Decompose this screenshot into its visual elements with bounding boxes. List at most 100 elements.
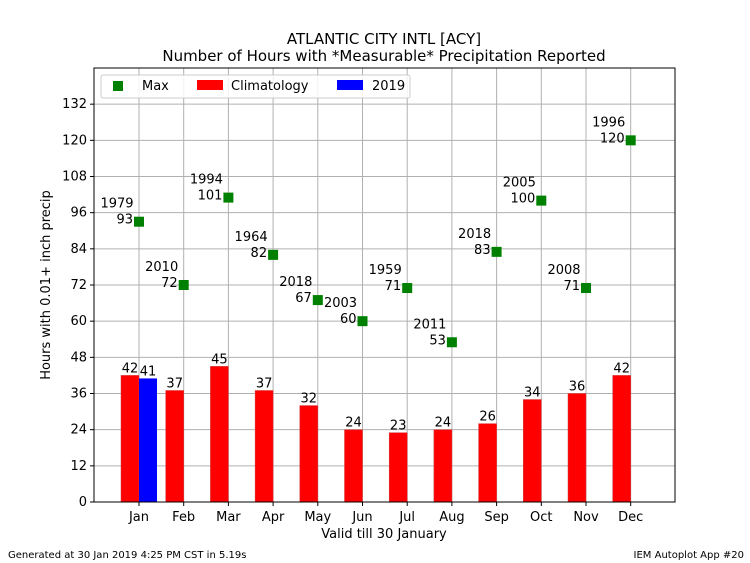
bar-label-climatology: 36 (569, 380, 586, 395)
y-tick-label: 120 (62, 133, 87, 148)
chart-title: ATLANTIC CITY INTL [ACY] (287, 30, 481, 48)
max-point (536, 195, 547, 206)
bar-label-climatology: 24 (345, 416, 362, 431)
max-year-label: 1979 (100, 197, 133, 212)
bar-label-climatology: 24 (435, 416, 452, 431)
max-year-label: 2018 (458, 227, 491, 242)
max-value-label: 93 (116, 213, 133, 228)
bar-climatology (299, 405, 319, 503)
max-value-label: 101 (198, 189, 223, 204)
max-value-label: 60 (340, 312, 357, 327)
max-point (446, 337, 457, 348)
chart-subtitle: Number of Hours with *Measurable* Precip… (162, 47, 605, 65)
legend-label-2019: 2019 (372, 79, 405, 94)
max-point (223, 192, 234, 203)
bar-label-climatology: 23 (390, 419, 407, 434)
legend-label-climatology: Climatology (231, 79, 309, 94)
bar-label-climatology: 37 (256, 376, 273, 391)
max-value-label: 100 (510, 192, 535, 207)
max-value-label: 71 (385, 279, 402, 294)
max-point (402, 283, 413, 294)
bar-climatology (254, 390, 274, 503)
x-tick-label: Nov (573, 510, 599, 525)
bar-climatology (210, 366, 229, 503)
x-tick-label: Oct (530, 510, 552, 525)
max-value-label: 71 (563, 279, 580, 294)
y-tick-label: 0 (79, 495, 87, 510)
footer-app: IEM Autoplot App #20 (634, 550, 744, 561)
max-value-label: 67 (295, 291, 312, 306)
bar-climatology (344, 429, 363, 503)
bar-label-climatology: 34 (524, 386, 541, 401)
x-tick-label: Apr (262, 510, 285, 525)
max-point (357, 316, 368, 327)
y-axis: 0 12 24 36 48 60 72 84 96 108 120 132 (62, 97, 94, 510)
x-tick-label: Jan (128, 510, 149, 525)
y-tick-label: 96 (70, 206, 87, 221)
bar-climatology (433, 429, 453, 503)
max-value-label: 72 (161, 276, 178, 291)
footer-generated: Generated at 30 Jan 2019 4:25 PM CST in … (8, 550, 246, 561)
x-axis: Jan Feb Mar Apr May Jun Jul Aug Sep Oct Nov Dec (128, 502, 643, 525)
legend-swatch-max (113, 81, 123, 91)
x-tick-label: Sep (484, 510, 509, 525)
y-tick-label: 60 (70, 314, 87, 329)
bar-label-climatology: 42 (122, 361, 139, 376)
max-point (625, 135, 636, 146)
bar-label-climatology: 45 (211, 352, 228, 367)
y-tick-label: 12 (70, 459, 87, 474)
max-year-label: 1996 (592, 115, 625, 130)
legend-swatch-2019 (337, 80, 363, 90)
max-year-label: 2010 (145, 260, 178, 275)
bar-2019 (139, 378, 157, 502)
legend-label-max: Max (142, 79, 169, 94)
y-axis-label: Hours with 0.01+ inch precip (39, 190, 54, 380)
y-tick-label: 48 (70, 350, 87, 365)
max-points (134, 135, 636, 348)
max-point (134, 216, 144, 227)
max-point (178, 280, 189, 290)
x-tick-label: Jun (351, 510, 372, 525)
bar-label-2019: 41 (140, 364, 157, 379)
x-tick-label: Aug (439, 510, 464, 525)
max-point (312, 295, 323, 306)
max-year-label: 1964 (235, 230, 268, 245)
legend-swatch-climatology (197, 80, 223, 90)
y-tick-label: 36 (70, 387, 87, 402)
bar-label-climatology: 37 (166, 376, 183, 391)
bar-climatology (523, 399, 542, 503)
bar-label-climatology: 26 (479, 410, 496, 425)
bar-climatology (612, 375, 631, 503)
x-tick-label: May (304, 510, 331, 525)
x-axis-label: Valid till 30 January (321, 527, 447, 542)
y-tick-label: 72 (70, 278, 87, 293)
max-year-label: 2008 (547, 263, 580, 278)
bar-climatology (478, 423, 497, 503)
x-tick-label: Feb (172, 510, 195, 525)
max-value-label: 53 (429, 333, 446, 348)
max-point (581, 283, 591, 294)
max-year-label: 2018 (279, 275, 312, 290)
bar-label-climatology: 32 (301, 392, 318, 407)
x-tick-label: Mar (216, 510, 241, 525)
max-year-label: 1959 (369, 263, 402, 278)
y-tick-label: 24 (70, 423, 87, 438)
y-tick-label: 132 (62, 97, 87, 112)
bar-climatology (388, 432, 408, 503)
legend: Max Climatology 2019 (100, 74, 411, 99)
max-point (268, 249, 279, 260)
bar-climatology (165, 390, 184, 503)
max-value-label: 82 (251, 246, 268, 261)
legend-box (100, 74, 411, 99)
x-tick-label: Dec (618, 510, 643, 525)
bar-climatology (567, 393, 587, 503)
y-tick-label: 84 (70, 242, 87, 257)
y-tick-label: 108 (62, 170, 87, 185)
bar-climatology (120, 375, 140, 503)
max-year-label: 2011 (413, 317, 446, 332)
max-year-label: 1994 (190, 173, 223, 188)
max-point (491, 246, 502, 257)
bar-label-climatology: 42 (613, 361, 630, 376)
